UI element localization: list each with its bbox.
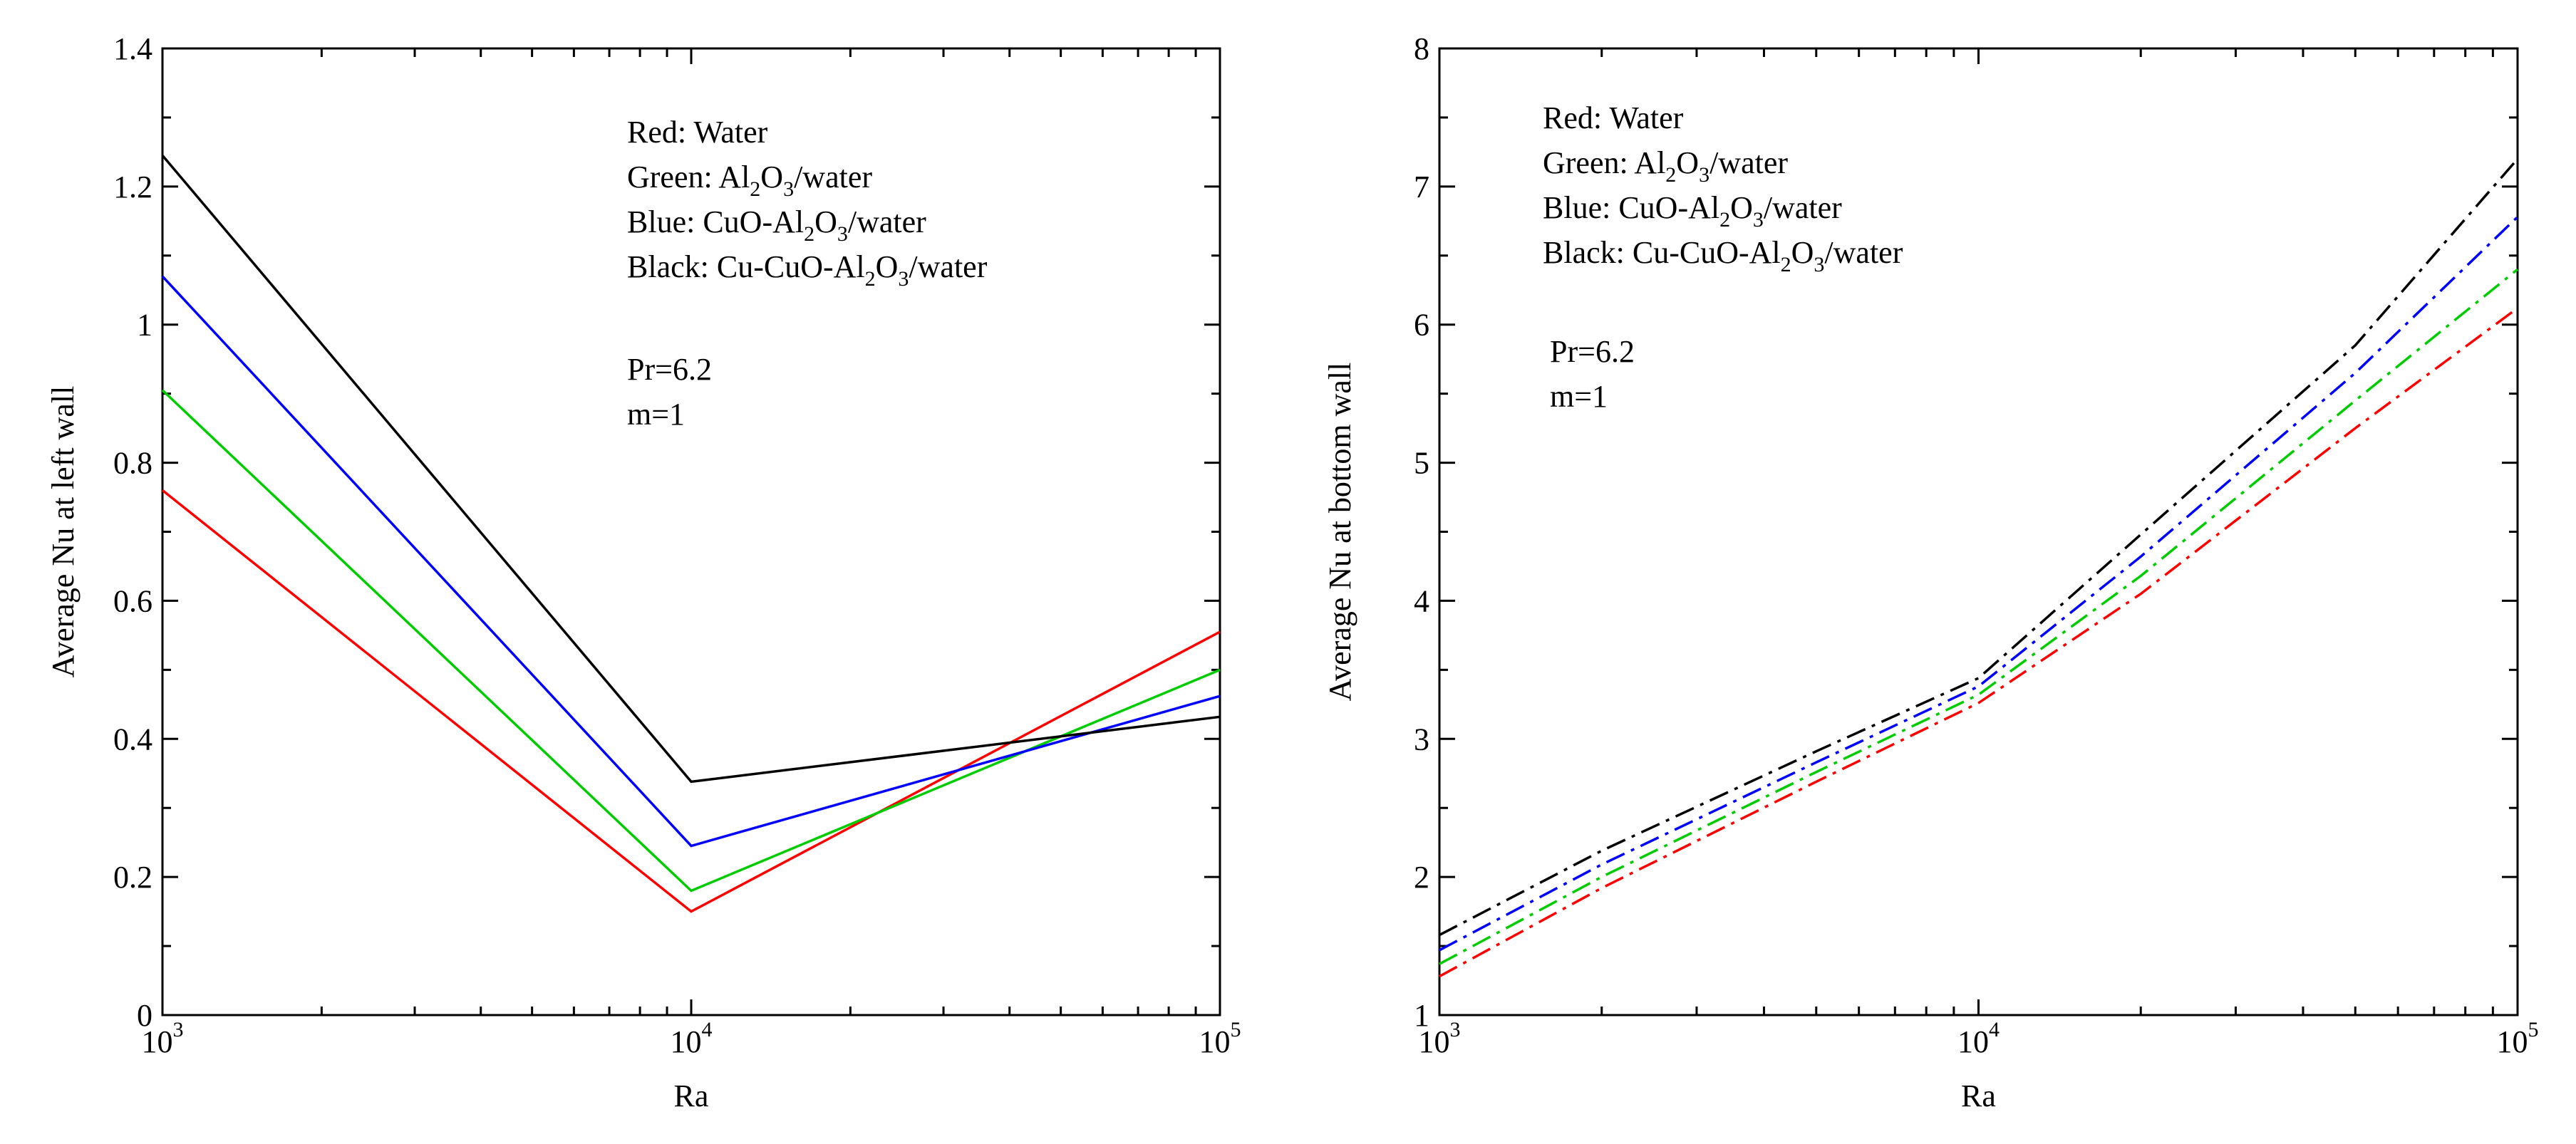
chart-1: 0 0.2 0.4 0.6 0.8 1 1.2 1.4 103 104 105 Ra Average N… bbox=[46, 31, 1241, 1113]
annotation: Pr=6.2 bbox=[1550, 334, 1635, 369]
series-line-cu-cuo-al2o3-water bbox=[1439, 157, 2519, 937]
y-tick-label: 5 bbox=[1414, 446, 1429, 481]
legend-entry: Black: Cu-CuO-Al2O3/water bbox=[1543, 235, 1903, 276]
x-tick-label: 105 bbox=[1199, 1018, 1241, 1059]
y-tick-label: 6 bbox=[1414, 308, 1429, 343]
legend-entry: Blue: CuO-Al2O3/water bbox=[627, 204, 926, 246]
series-line-cu-cuo-al2o3-water bbox=[161, 155, 1221, 784]
x-axis-label: Ra bbox=[1961, 1078, 1996, 1113]
legend-entry: Black: Cu-CuO-Al2O3/water bbox=[627, 249, 988, 291]
x-tick-label: 105 bbox=[2497, 1018, 2539, 1059]
y-tick-label: 4 bbox=[1414, 583, 1429, 618]
y-tick-label: 0 bbox=[137, 998, 152, 1033]
y-axis-label: Average Nu at left wall bbox=[46, 386, 81, 678]
y-tick-label: 1 bbox=[1414, 998, 1429, 1033]
x-axis-label: Ra bbox=[674, 1078, 709, 1113]
annotation: Pr=6.2 bbox=[627, 352, 712, 387]
y-axis-label: Average Nu at bottom wall bbox=[1323, 363, 1357, 702]
legend-entry: Red: Water bbox=[1543, 100, 1684, 135]
chart-2: 1 2 3 4 5 6 7 8 103 104 105 Ra Average Nu at bottom … bbox=[1323, 31, 2539, 1113]
series-line-water bbox=[161, 489, 1221, 913]
x-tick-label: 103 bbox=[1419, 1018, 1461, 1059]
series-line-cuo-al2o3-water bbox=[161, 275, 1221, 848]
y-tick-label: 2 bbox=[1414, 860, 1429, 895]
y-tick-label: 1.2 bbox=[113, 170, 152, 204]
y-tick-label: 1.4 bbox=[113, 31, 152, 66]
x-tick-label: 104 bbox=[1957, 1018, 2000, 1059]
x-tick-label: 103 bbox=[142, 1018, 184, 1059]
annotation: m=1 bbox=[1550, 379, 1608, 414]
series-line-al2o3-water bbox=[1439, 268, 2519, 965]
y-tick-label: 0.4 bbox=[113, 722, 152, 756]
legend-entry: Blue: CuO-Al2O3/water bbox=[1543, 190, 1842, 232]
y-tick-label: 8 bbox=[1414, 31, 1429, 66]
y-tick-label: 0.8 bbox=[113, 446, 152, 481]
y-tick-label: 1 bbox=[137, 308, 152, 343]
series-line-water bbox=[1439, 307, 2519, 978]
legend-entry: Green: Al2O3/water bbox=[627, 160, 872, 201]
legend-entry: Red: Water bbox=[627, 115, 768, 150]
annotation: m=1 bbox=[627, 397, 685, 432]
y-tick-label: 0.6 bbox=[113, 583, 152, 618]
series-line-cuo-al2o3-water bbox=[1439, 216, 2519, 952]
series-line-al2o3-water bbox=[161, 389, 1221, 893]
legend-entry: Green: Al2O3/water bbox=[1543, 145, 1788, 187]
y-tick-label: 7 bbox=[1414, 170, 1429, 204]
y-tick-label: 0.2 bbox=[113, 860, 152, 895]
y-tick-label: 3 bbox=[1414, 722, 1429, 756]
x-tick-label: 104 bbox=[671, 1018, 713, 1059]
